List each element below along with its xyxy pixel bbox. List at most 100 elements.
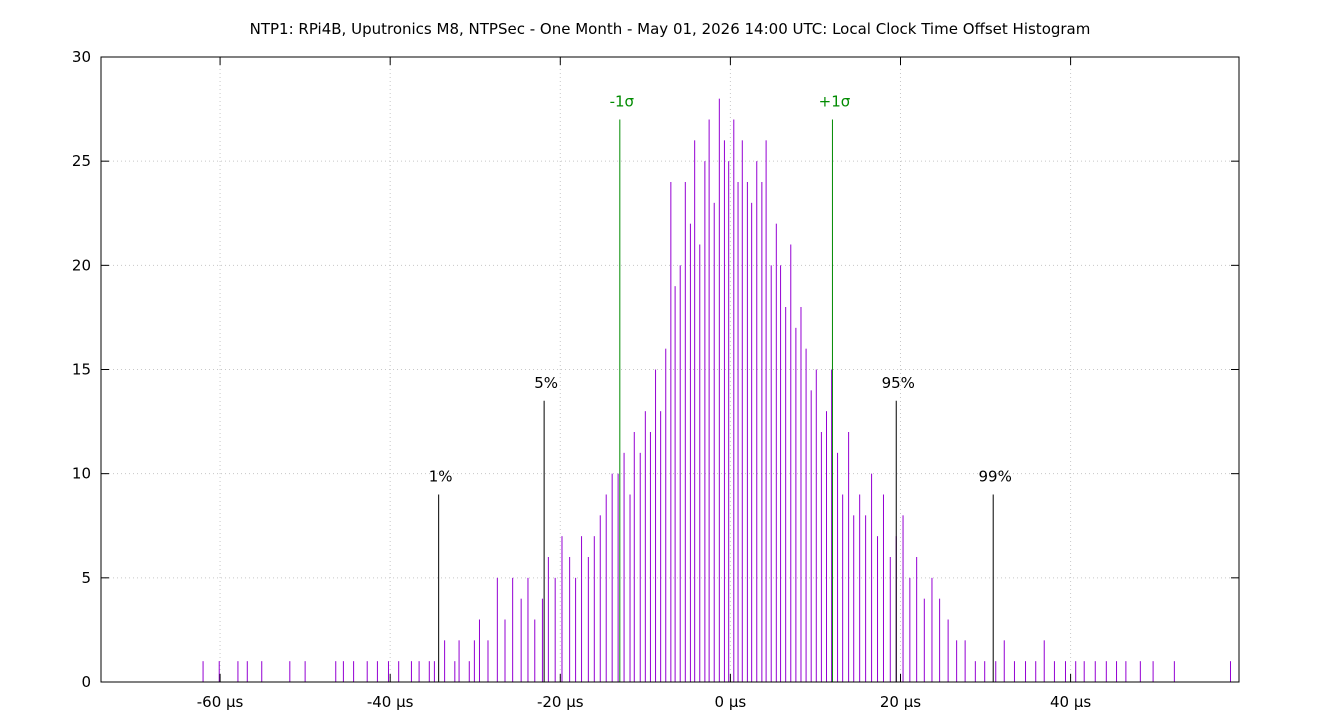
histogram-bar [1125,661,1127,682]
histogram-bar [593,536,595,682]
histogram-bar [1013,661,1015,682]
histogram-bar [775,223,777,682]
statistic-markers: -1σ +1σ 5% 95% 1% 99% [429,93,1012,682]
histogram-bar [1043,640,1045,682]
histogram-bar [790,244,792,682]
histogram-bar [964,640,966,682]
marker-label: 5% [534,374,558,392]
histogram-bar [202,661,204,682]
y-tick-label: 0 [81,673,91,691]
x-tick-label: 20 µs [880,693,921,711]
histogram-bar [623,452,625,682]
marker-label: 95% [882,374,915,392]
chart-axes: 0 5 10 15 20 25 30 -60 µs -40 µs -20 µs 0 µs 20 µs 4… [72,48,1240,711]
histogram-bar [387,661,389,682]
histogram-bar [246,661,248,682]
histogram-bar [785,307,787,682]
histogram-bar [218,661,220,682]
histogram-bar [237,661,239,682]
histogram-bar [561,536,563,682]
histogram-bar [639,452,641,682]
histogram-bar [534,619,536,682]
histogram-bar [684,182,686,682]
histogram-bar [342,661,344,682]
histogram-bar [304,661,306,682]
histogram-bar [655,369,657,682]
histogram-bar [1094,661,1096,682]
y-tick-label: 20 [72,256,91,274]
marker-label: 1% [429,468,453,486]
histogram-bar [923,598,925,682]
x-tick-label: -40 µs [367,693,414,711]
histogram-bar [1105,661,1107,682]
histogram-bar [289,661,291,682]
histogram-bar [947,619,949,682]
histogram-bar [1116,661,1118,682]
y-tick-label: 25 [72,152,91,170]
histogram-bar [865,515,867,682]
histogram-bar [1075,661,1077,682]
histogram-bar [718,98,720,682]
histogram-bar [458,640,460,682]
histogram-bar [418,661,420,682]
histogram-bar [649,432,651,682]
histogram-bar [902,515,904,682]
histogram-bar [842,494,844,682]
histogram-bar [704,161,706,682]
histogram-bar [468,661,470,682]
histogram-bar [756,161,758,682]
histogram-bar [871,473,873,682]
histogram-bar [674,286,676,682]
histogram-bar [581,536,583,682]
histogram-bar [599,515,601,682]
histogram-bar [587,557,589,682]
histogram-bar [644,411,646,682]
histogram-bar [916,557,918,682]
histogram-bar [974,661,976,682]
histogram-bar [882,494,884,682]
histogram-bar [765,140,767,683]
histogram-bar [853,515,855,682]
histogram-bar [815,369,817,682]
histogram-bar [541,598,543,682]
histogram-bar [761,182,763,682]
marker-label: +1σ [819,93,851,111]
histogram-bar [805,348,807,682]
histogram-bar [751,202,753,683]
y-tick-label: 15 [72,361,91,379]
histogram-bar [547,557,549,682]
grid-lines [101,57,1239,682]
histogram-bar [1139,661,1141,682]
histogram-bar [428,661,430,682]
x-tick-label: 0 µs [715,693,747,711]
y-tick-label: 10 [72,465,91,483]
histogram-bar [629,494,631,682]
histogram-bar [831,369,833,682]
histogram-bars [202,98,1231,683]
histogram-bar [848,432,850,682]
histogram-bar [800,307,802,682]
histogram-bar [353,661,355,682]
histogram-bar [770,265,772,682]
y-tick-label: 30 [72,48,91,66]
histogram-bar [487,640,489,682]
histogram-bar [520,598,522,682]
histogram-bar [1003,640,1005,682]
histogram-bar [795,327,797,682]
histogram-bar [1173,661,1175,682]
y-tick-label: 5 [81,569,91,587]
marker-label: 99% [979,468,1012,486]
histogram-bar [1053,661,1055,682]
histogram-bar [837,452,839,682]
histogram-bar [569,557,571,682]
histogram-bar [694,140,696,683]
histogram-bar [699,244,701,682]
histogram-bar [859,494,861,682]
histogram-bar [780,265,782,682]
histogram-bar [496,577,498,682]
histogram-bar [810,390,812,682]
histogram-bar [512,577,514,682]
x-tick-label: -60 µs [197,693,244,711]
histogram-bar [433,661,435,682]
histogram-bar [708,119,710,682]
